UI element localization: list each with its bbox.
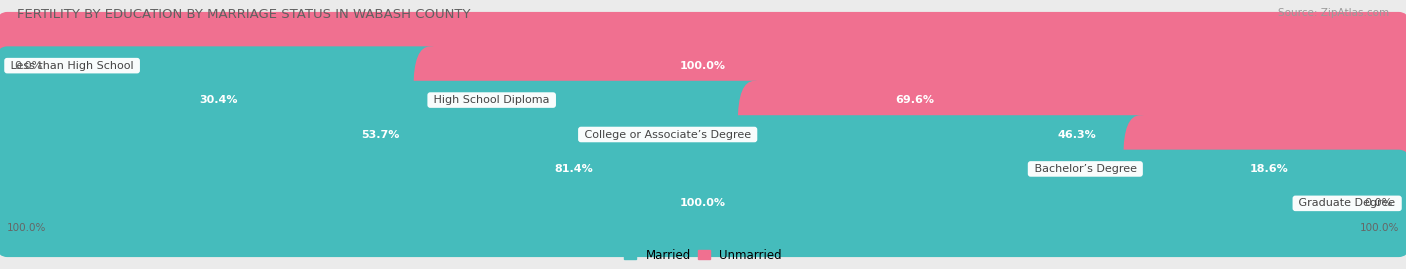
FancyBboxPatch shape (0, 46, 447, 154)
FancyBboxPatch shape (0, 12, 1406, 119)
Text: Graduate Degree: Graduate Degree (1295, 198, 1399, 208)
Text: 100.0%: 100.0% (7, 223, 46, 233)
FancyBboxPatch shape (0, 81, 1406, 188)
Text: 100.0%: 100.0% (681, 61, 725, 71)
Text: 100.0%: 100.0% (1360, 223, 1399, 233)
Text: High School Diploma: High School Diploma (430, 95, 553, 105)
FancyBboxPatch shape (0, 115, 1157, 223)
Text: 46.3%: 46.3% (1057, 129, 1097, 140)
FancyBboxPatch shape (738, 81, 1406, 188)
Text: 30.4%: 30.4% (200, 95, 238, 105)
Text: 18.6%: 18.6% (1250, 164, 1289, 174)
Text: 0.0%: 0.0% (1364, 198, 1392, 208)
Text: 81.4%: 81.4% (554, 164, 593, 174)
FancyBboxPatch shape (0, 81, 772, 188)
FancyBboxPatch shape (0, 46, 1406, 154)
FancyBboxPatch shape (0, 115, 1406, 223)
Text: Less than High School: Less than High School (7, 61, 138, 71)
FancyBboxPatch shape (0, 12, 1406, 119)
FancyBboxPatch shape (0, 150, 1406, 257)
Text: Source: ZipAtlas.com: Source: ZipAtlas.com (1278, 8, 1389, 18)
Text: College or Associate’s Degree: College or Associate’s Degree (581, 129, 755, 140)
Legend: Married, Unmarried: Married, Unmarried (620, 244, 786, 266)
FancyBboxPatch shape (0, 150, 1406, 257)
Text: 53.7%: 53.7% (361, 129, 399, 140)
FancyBboxPatch shape (1123, 115, 1406, 223)
Text: Bachelor’s Degree: Bachelor’s Degree (1031, 164, 1140, 174)
Text: FERTILITY BY EDUCATION BY MARRIAGE STATUS IN WABASH COUNTY: FERTILITY BY EDUCATION BY MARRIAGE STATU… (17, 8, 471, 21)
Text: 0.0%: 0.0% (14, 61, 42, 71)
Text: 69.6%: 69.6% (896, 95, 934, 105)
Text: 100.0%: 100.0% (681, 198, 725, 208)
FancyBboxPatch shape (413, 46, 1406, 154)
